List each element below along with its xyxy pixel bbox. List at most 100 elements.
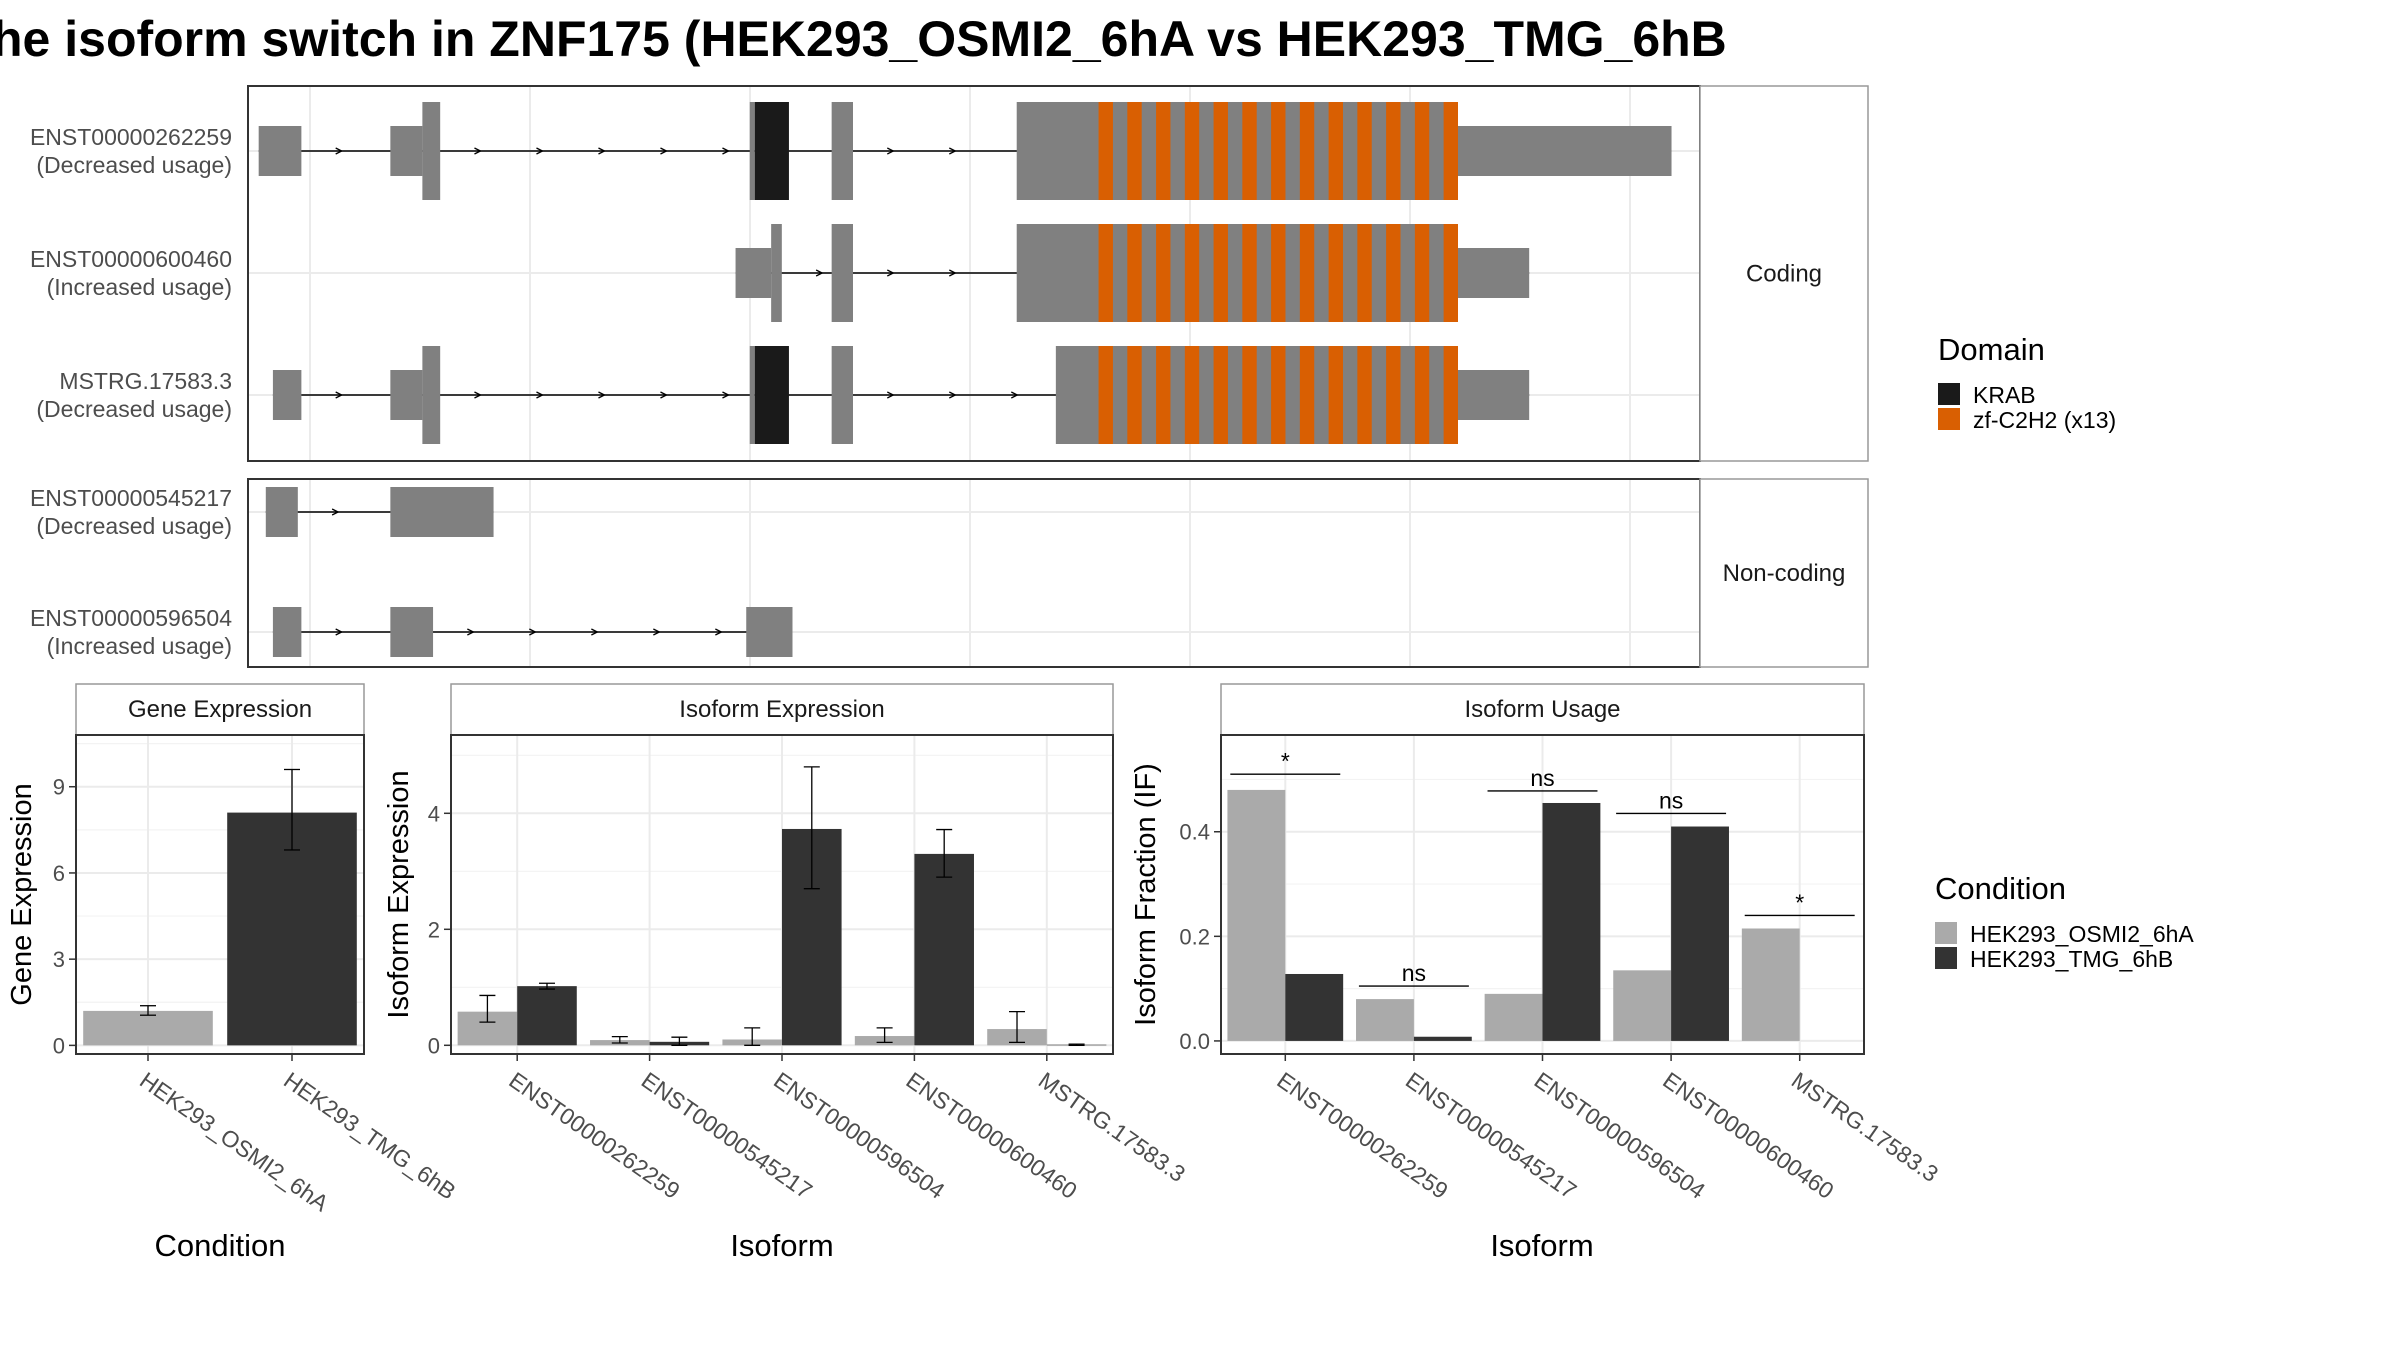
intron-arrow	[598, 147, 606, 155]
exon	[1458, 126, 1672, 176]
bar	[1356, 999, 1414, 1041]
significance-label: ns	[1402, 960, 1426, 986]
zf-c2h2-domain	[1098, 224, 1113, 322]
exon	[390, 126, 423, 176]
exon	[258, 126, 302, 176]
x-axis-title: Condition	[155, 1228, 286, 1263]
zf-c2h2-domain	[1127, 224, 1142, 322]
significance-label: ns	[1659, 787, 1683, 813]
zf-c2h2-domain	[1242, 346, 1257, 444]
intron-arrow	[467, 628, 475, 636]
intron-arrow	[660, 147, 668, 155]
exon	[390, 487, 494, 537]
zf-c2h2-domain	[1242, 102, 1257, 200]
transcript-usage-label: (Decreased usage)	[36, 513, 232, 539]
bar	[1413, 1036, 1472, 1041]
zf-c2h2-domain	[1213, 102, 1228, 200]
zf-c2h2-domain	[1184, 346, 1200, 444]
chart-isoform-usage: Isoform Usage*nsnsns*0.00.20.4ENST000002…	[1130, 683, 1943, 1263]
legend-key	[1938, 408, 1960, 430]
transcript-label: ENST00000600460	[30, 246, 232, 272]
bar	[1285, 973, 1344, 1041]
zf-c2h2-domain	[1386, 102, 1401, 200]
intron-arrow	[591, 628, 599, 636]
exon	[390, 370, 423, 420]
zf-c2h2-domain	[1242, 224, 1257, 322]
zf-c2h2-domain	[1357, 102, 1372, 200]
exon	[1016, 102, 1099, 200]
exon	[771, 224, 782, 322]
zf-c2h2-domain	[1357, 346, 1372, 444]
exon	[746, 607, 793, 657]
legend-label: HEK293_OSMI2_6hA	[1970, 921, 2194, 947]
transcript-usage-label: (Increased usage)	[47, 274, 232, 300]
y-tick-label: 0	[428, 1033, 440, 1058]
exon	[265, 487, 298, 537]
intron-arrow	[715, 628, 723, 636]
exon	[831, 224, 853, 322]
legend-key	[1938, 383, 1960, 405]
exon	[272, 370, 302, 420]
zf-c2h2-domain	[1127, 102, 1142, 200]
zf-c2h2-domain	[1271, 102, 1286, 200]
zf-c2h2-domain	[1299, 346, 1315, 444]
transcript-usage-label: (Decreased usage)	[36, 396, 232, 422]
zf-c2h2-domain	[1098, 102, 1113, 200]
y-tick-label: 9	[53, 775, 65, 800]
intron-arrow	[331, 508, 340, 516]
zf-c2h2-domain	[1386, 346, 1401, 444]
intron-arrow	[887, 391, 895, 399]
transcript-label: MSTRG.17583.3	[59, 368, 232, 394]
transcript-label: ENST00000545217	[30, 485, 232, 511]
intron-arrow	[335, 628, 344, 636]
zf-c2h2-domain	[1357, 224, 1372, 322]
legend-title: Domain	[1938, 332, 2045, 367]
structure-panel-noncoding: ENST00000545217(Decreased usage) ENST0000…	[30, 478, 1869, 668]
y-axis-title: Isoform Fraction (IF)	[1130, 763, 1162, 1026]
exon	[422, 102, 441, 200]
legend-label: HEK293_TMG_6hB	[1970, 946, 2173, 972]
figure-title: he isoform switch in ZNF175 (HEK293_OSMI…	[0, 11, 1727, 67]
krab-domain	[754, 346, 789, 444]
transcript-usage-label: (Increased usage)	[47, 633, 232, 659]
facet-strip	[1699, 85, 1869, 462]
bar	[1484, 993, 1543, 1041]
y-tick-label: 0	[53, 1033, 65, 1058]
bar	[227, 812, 357, 1046]
panel-border	[75, 734, 365, 1055]
chart-title: Gene Expression	[128, 696, 312, 723]
legend-key	[1935, 947, 1957, 969]
exon	[1458, 370, 1530, 420]
bar	[83, 1010, 213, 1046]
transcript-label: ENST00000596504	[30, 605, 232, 631]
exon	[1016, 224, 1099, 322]
bar	[1542, 802, 1601, 1041]
intron-arrow	[335, 391, 344, 399]
transcript-usage-label: (Decreased usage)	[36, 152, 232, 178]
bar	[517, 986, 577, 1046]
intron-arrow	[536, 147, 544, 155]
intron-arrow	[598, 391, 606, 399]
zf-c2h2-domain	[1156, 102, 1171, 200]
intron-arrow	[887, 269, 895, 277]
zf-c2h2-domain	[1184, 102, 1200, 200]
intron-arrow	[949, 269, 957, 277]
exon	[390, 607, 434, 657]
intron-arrow	[722, 391, 730, 399]
chart-isoform-expression: Isoform Expression024ENST00000262259ENST…	[383, 683, 1190, 1263]
krab-domain	[754, 102, 789, 200]
intron-arrow	[887, 147, 895, 155]
zf-c2h2-domain	[1127, 346, 1142, 444]
zf-c2h2-domain	[1443, 102, 1458, 200]
facet-strip-label: Coding	[1746, 261, 1822, 288]
exon	[831, 346, 853, 444]
zf-c2h2-domain	[1098, 346, 1113, 444]
exon	[1055, 346, 1099, 444]
y-tick-label: 6	[53, 861, 65, 886]
intron-arrow	[529, 628, 537, 636]
zf-c2h2-domain	[1414, 102, 1430, 200]
exon	[749, 102, 755, 200]
bar	[1227, 789, 1286, 1041]
zf-c2h2-domain	[1328, 346, 1343, 444]
